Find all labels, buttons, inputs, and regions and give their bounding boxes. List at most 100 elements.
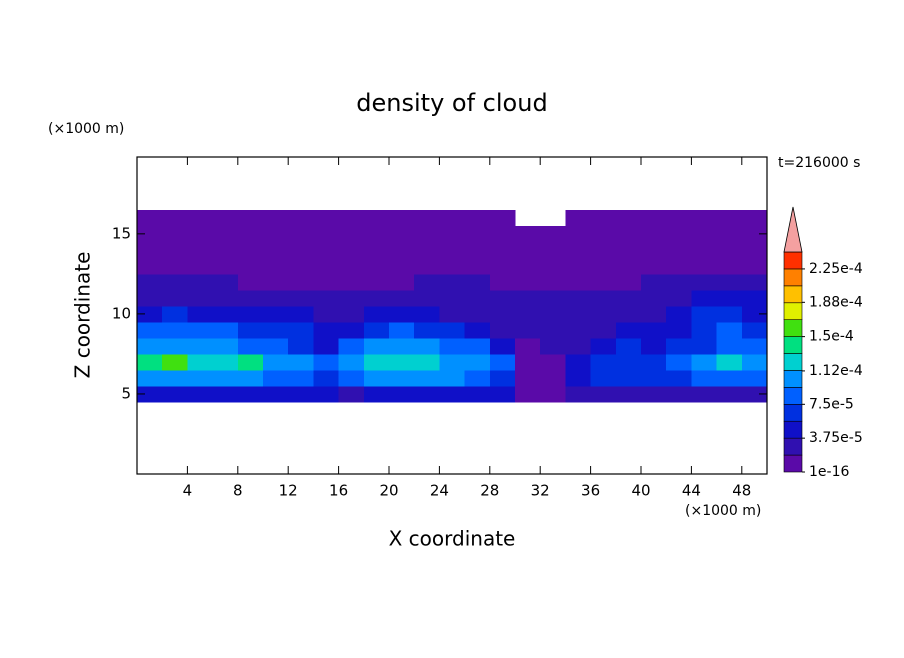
contour-cell	[187, 369, 214, 387]
contour-cell	[162, 209, 188, 227]
contour-cell	[162, 337, 188, 355]
contour-cell	[641, 385, 667, 403]
contour-cell	[288, 321, 314, 339]
contour-cell	[162, 385, 188, 403]
contour-cell	[338, 289, 365, 307]
contour-cell	[691, 257, 718, 275]
contour-cell	[590, 337, 617, 355]
contour-cell	[414, 305, 440, 323]
contour-cell	[389, 273, 415, 291]
contour-cell	[313, 225, 340, 243]
contour-cell	[615, 369, 642, 387]
contour-cell	[716, 225, 743, 243]
contour-cell	[615, 273, 642, 291]
contour-cell	[641, 321, 667, 339]
contour-cell	[288, 305, 314, 323]
contour-cell	[691, 209, 718, 227]
contour-cell	[263, 305, 289, 323]
colorbar-band	[783, 437, 803, 456]
contour-cell	[489, 337, 516, 355]
contour-cell	[691, 321, 718, 339]
contour-cell	[363, 273, 390, 291]
contour-cell	[288, 273, 314, 291]
contour-cell	[489, 321, 516, 339]
contour-cell	[615, 257, 642, 275]
contour-cell	[515, 289, 541, 307]
contour-cell	[263, 385, 289, 403]
contour-cell	[363, 385, 390, 403]
contour-cell	[288, 209, 314, 227]
contour-cell	[187, 225, 214, 243]
contour-cell	[590, 321, 617, 339]
contour-cell	[137, 321, 163, 339]
contour-cell	[288, 225, 314, 243]
contour-cell	[288, 369, 314, 387]
contour-cell	[464, 257, 491, 275]
contour-cell	[363, 321, 390, 339]
contour-cell	[464, 353, 491, 371]
colorbar-band	[783, 251, 803, 270]
contour-cell	[137, 353, 163, 371]
contour-cell	[212, 369, 239, 387]
contour-cell	[666, 385, 692, 403]
contour-cell	[741, 369, 768, 387]
contour-cell	[263, 321, 289, 339]
contour-cell	[464, 321, 491, 339]
contour-cell	[288, 241, 314, 259]
plot-frame	[136, 156, 768, 475]
contour-cell	[389, 305, 415, 323]
y-tick-label: 10	[112, 304, 131, 322]
x-tick-label: 48	[732, 482, 751, 500]
contour-cell	[741, 273, 768, 291]
contour-cell	[363, 289, 390, 307]
contour-cell	[464, 273, 491, 291]
contour-cell	[414, 321, 440, 339]
contour-cell	[590, 241, 617, 259]
contour-cell	[590, 305, 617, 323]
x-axis-label: X coordinate	[389, 527, 516, 551]
contour-cell	[716, 273, 743, 291]
contour-cell	[540, 257, 566, 275]
contour-cell	[590, 257, 617, 275]
contour-cell	[540, 289, 566, 307]
contour-cell	[565, 305, 592, 323]
contour-cell	[641, 225, 667, 243]
contour-cell	[515, 241, 541, 259]
contour-cell	[641, 273, 667, 291]
contour-cell	[212, 353, 239, 371]
contour-cell	[162, 257, 188, 275]
contour-cell	[162, 305, 188, 323]
contour-cell	[691, 273, 718, 291]
colorbar-band	[783, 420, 803, 439]
contour-cell	[540, 369, 566, 387]
contour-cell	[489, 257, 516, 275]
contour-cell	[313, 353, 340, 371]
contour-cell	[439, 353, 466, 371]
contour-cell	[439, 289, 466, 307]
contour-cell	[641, 305, 667, 323]
contour-cell	[489, 305, 516, 323]
contour-cell	[641, 257, 667, 275]
colorbar-tick-label: 1e-16	[809, 464, 849, 480]
contour-cell	[137, 273, 163, 291]
x-tick-label: 44	[682, 482, 701, 500]
contour-cell	[288, 289, 314, 307]
contour-cell	[237, 369, 264, 387]
contour-cell	[414, 369, 440, 387]
colorbar-band	[783, 319, 803, 337]
contour-cell	[338, 241, 365, 259]
contour-cell	[666, 353, 692, 371]
contour-cell	[565, 369, 592, 387]
contour-cell	[237, 225, 264, 243]
contour-cell	[666, 209, 692, 227]
contour-cell	[741, 337, 768, 355]
contour-cell	[288, 385, 314, 403]
contour-cell	[263, 369, 289, 387]
contour-cell	[666, 257, 692, 275]
contour-cell	[363, 209, 390, 227]
contour-cell	[263, 273, 289, 291]
contour-cell	[515, 273, 541, 291]
contour-cell	[389, 257, 415, 275]
contour-cell	[414, 225, 440, 243]
contour-cell	[212, 337, 239, 355]
